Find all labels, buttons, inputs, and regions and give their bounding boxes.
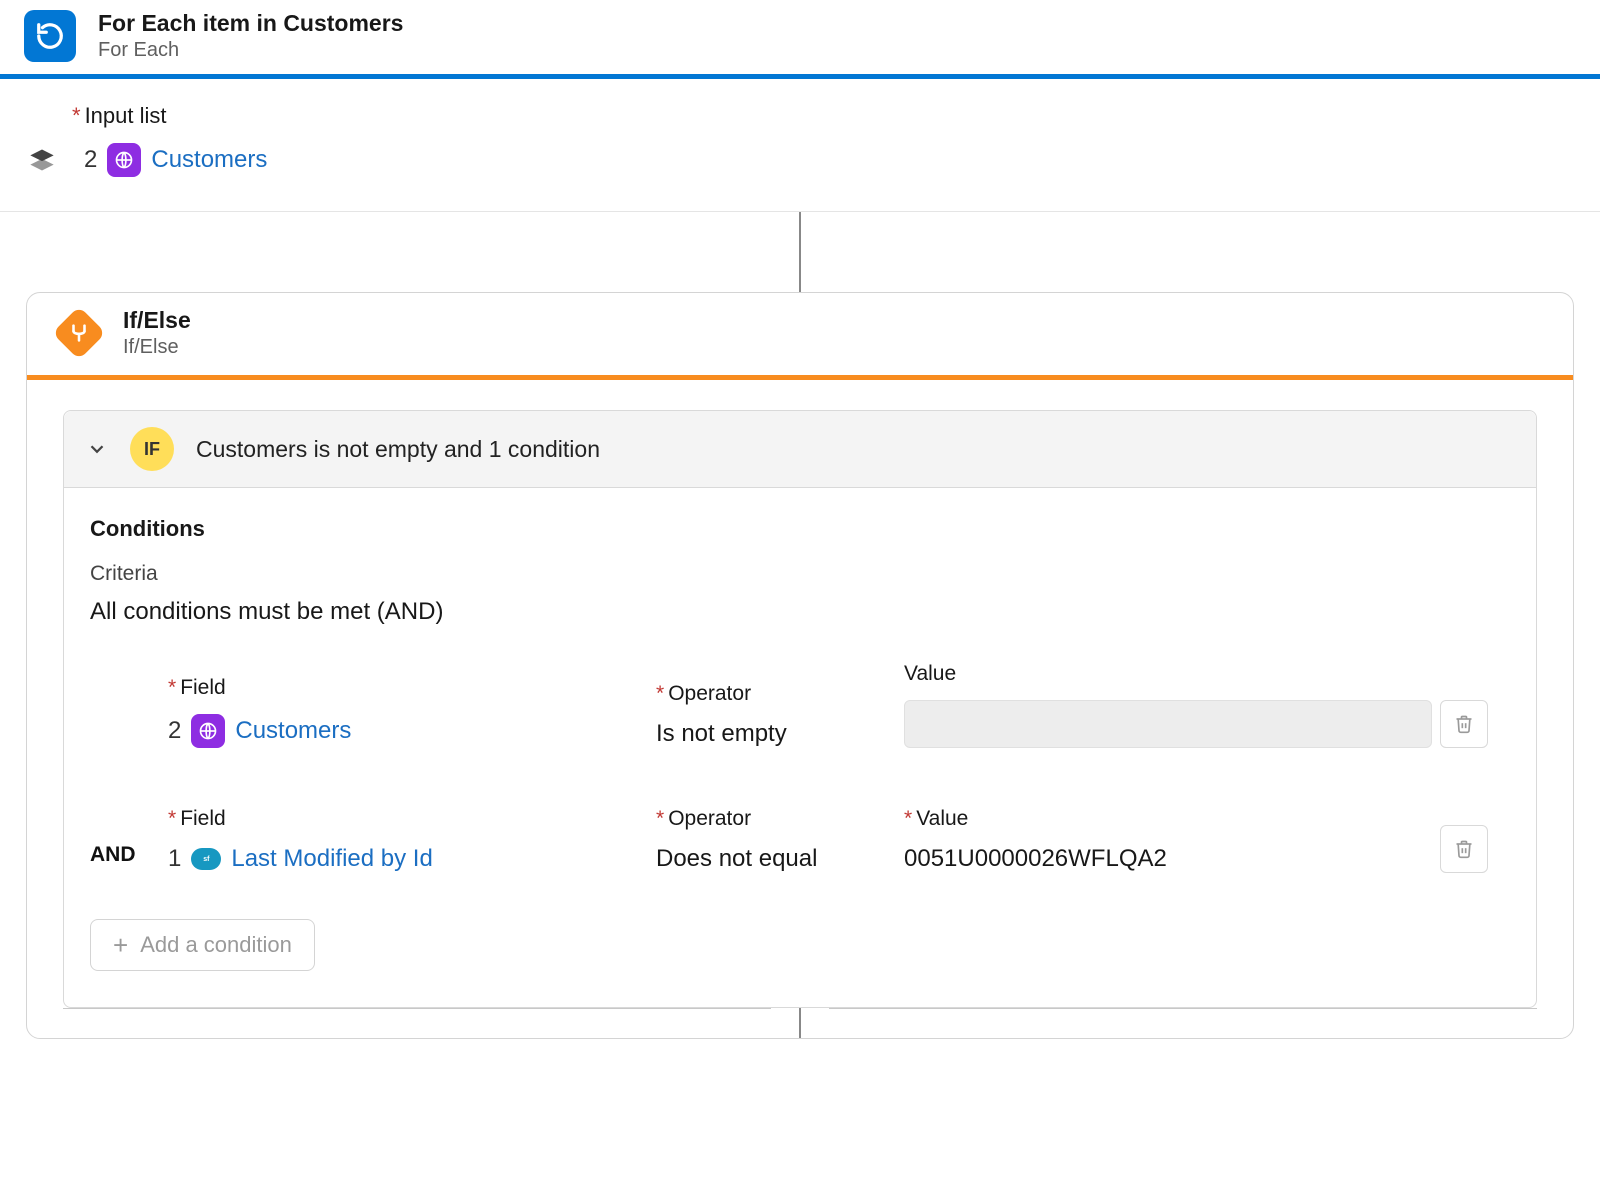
salesforce-icon: sf — [191, 848, 221, 870]
if-panel-header[interactable]: IF Customers is not empty and 1 conditio… — [64, 411, 1536, 488]
trash-icon — [1454, 839, 1474, 859]
connector-line — [0, 212, 1600, 292]
ifelse-card: If/Else If/Else IF Customers is not empt… — [26, 292, 1574, 1039]
ifelse-subtitle: If/Else — [123, 336, 191, 359]
ifelse-header: If/Else If/Else — [27, 293, 1573, 375]
field-token[interactable]: Last Modified by Id — [231, 845, 432, 873]
delete-condition-button[interactable] — [1440, 825, 1488, 873]
operator-value[interactable]: Is not empty — [656, 720, 896, 748]
globe-icon — [107, 143, 141, 177]
and-label: AND — [90, 843, 160, 873]
if-panel: IF Customers is not empty and 1 conditio… — [63, 410, 1537, 1008]
operator-value[interactable]: Does not equal — [656, 845, 896, 873]
field-pill[interactable]: 1 sf Last Modified by Id — [168, 845, 648, 873]
and-label — [90, 742, 160, 748]
if-summary: Customers is not empty and 1 condition — [196, 436, 600, 463]
field-token[interactable]: Customers — [235, 717, 351, 745]
operator-label: *Operator — [656, 807, 896, 831]
add-condition-button[interactable]: + Add a condition — [90, 919, 315, 971]
ifelse-icon — [53, 307, 105, 359]
chevron-down-icon — [86, 438, 108, 460]
input-step-number: 2 — [84, 146, 97, 174]
ifelse-title: If/Else — [123, 307, 191, 334]
conditions-heading: Conditions — [90, 516, 1510, 542]
connector-line — [63, 1008, 1537, 1038]
input-list-section: *Input list 2 Customers — [0, 79, 1600, 212]
condition-row: *Field 2 Customers *Operator — [90, 662, 1510, 748]
value-label: *Value — [904, 807, 1432, 831]
input-list-token[interactable]: Customers — [151, 146, 267, 174]
operator-label: *Operator — [656, 682, 896, 706]
value-input[interactable]: 0051U0000026WFLQA2 — [904, 845, 1432, 873]
foreach-header: For Each item in Customers For Each — [0, 0, 1600, 74]
plus-icon: + — [113, 932, 128, 958]
input-list-label: *Input list — [72, 103, 1572, 129]
ifelse-underline — [27, 375, 1573, 380]
field-pill[interactable]: 2 Customers — [168, 714, 648, 748]
delete-condition-button[interactable] — [1440, 700, 1488, 748]
if-badge: IF — [130, 427, 174, 471]
value-input-disabled — [904, 700, 1432, 748]
criteria-value: All conditions must be met (AND) — [90, 598, 1510, 626]
value-label: Value — [904, 662, 1432, 686]
field-label: *Field — [168, 676, 648, 700]
foreach-subtitle: For Each — [98, 39, 403, 62]
foreach-title: For Each item in Customers — [98, 10, 403, 37]
criteria-label: Criteria — [90, 562, 1510, 586]
condition-row: AND *Field 1 sf Last Modified by Id *Ope… — [90, 790, 1510, 873]
trash-icon — [1454, 714, 1474, 734]
field-label: *Field — [168, 807, 648, 831]
foreach-icon — [24, 10, 76, 62]
layers-icon — [28, 146, 56, 174]
globe-icon — [191, 714, 225, 748]
